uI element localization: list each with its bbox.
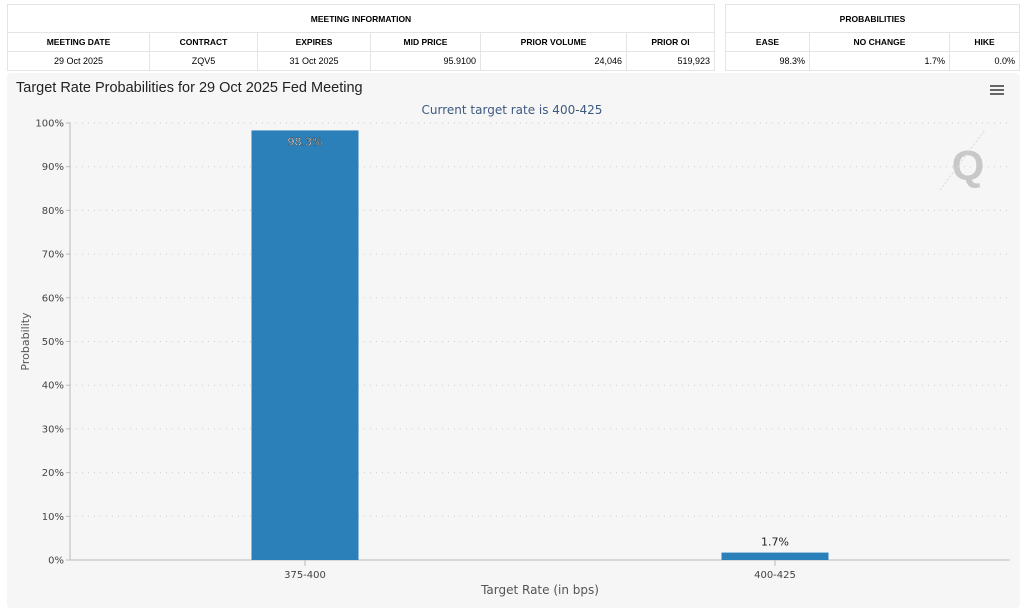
data-label: 1.7% [761, 536, 789, 549]
y-tick-label: 0% [48, 556, 64, 567]
cell: ZQV5 [149, 51, 258, 71]
watermark-logo: Q [952, 142, 985, 189]
cell: 98.3% [725, 51, 810, 71]
chart-panel: Target Rate Probabilities for 29 Oct 202… [7, 73, 1020, 608]
y-tick-label: 60% [42, 293, 64, 304]
meeting-information-table: MEETING INFORMATION MEETING DATE CONTRAC… [7, 4, 715, 71]
y-tick-label: 70% [42, 250, 64, 261]
x-axis-title: Target Rate (in bps) [480, 583, 599, 597]
y-tick-label: 100% [35, 119, 64, 130]
hamburger-menu-icon[interactable] [990, 85, 1004, 97]
data-label: 98.3% [288, 135, 323, 148]
chart-title: Target Rate Probabilities for 29 Oct 202… [16, 80, 363, 96]
cell: 24,046 [480, 51, 627, 71]
x-tick-label: 400-425 [754, 570, 796, 581]
cell: 95.9100 [370, 51, 481, 71]
group-header: PROBABILITIES [725, 4, 1020, 33]
table-row: 29 Oct 2025 ZQV5 31 Oct 2025 95.9100 24,… [7, 51, 715, 71]
y-tick-label: 20% [42, 468, 64, 479]
bar-400-425 [721, 552, 829, 560]
cell: 29 Oct 2025 [7, 51, 150, 71]
y-tick-label: 90% [42, 162, 64, 173]
cell: 0.0% [949, 51, 1020, 71]
probabilities-table: PROBABILITIES EASE NO CHANGE HIKE 98.3% … [725, 4, 1020, 71]
y-tick-label: 80% [42, 206, 64, 217]
watermark-stripe [939, 129, 986, 191]
y-tick-label: 40% [42, 381, 64, 392]
group-header: MEETING INFORMATION [7, 4, 715, 33]
table-row: 98.3% 1.7% 0.0% [725, 51, 1020, 71]
y-tick-label: 10% [42, 512, 64, 523]
x-tick-label: 375-400 [284, 570, 326, 581]
y-tick-label: 30% [42, 424, 64, 435]
cell: 519,923 [626, 51, 715, 71]
chart-subtitle: Current target rate is 400-425 [422, 103, 603, 117]
y-tick-label: 50% [42, 337, 64, 348]
y-axis-title: Probability [19, 312, 32, 371]
bar-375-400 [251, 130, 359, 560]
